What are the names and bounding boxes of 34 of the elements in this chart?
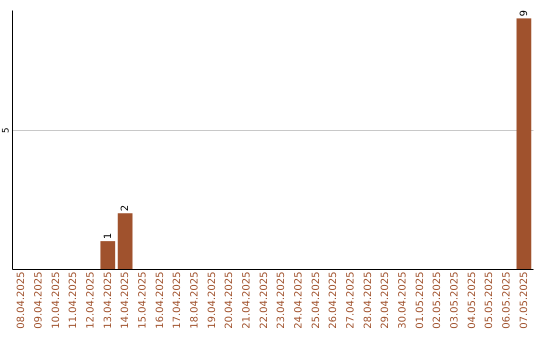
x-tick-label: 27.04.2025: [346, 272, 357, 329]
data-label: 1: [102, 232, 114, 240]
x-tick-label: 19.04.2025: [206, 272, 218, 329]
x-tick-label: 20.04.2025: [224, 272, 236, 329]
x-tick-label: 12.04.2025: [85, 272, 96, 329]
x-tick-label: 09.04.2025: [33, 272, 44, 329]
x-tick-label: 13.04.2025: [102, 272, 114, 329]
x-tick-label: 03.05.2025: [450, 272, 461, 329]
x-tick-label: 10.04.2025: [50, 272, 62, 329]
x-tick-label: 17.04.2025: [172, 272, 184, 329]
x-tick-label: 22.04.2025: [258, 272, 270, 329]
x-tick-label: 07.05.2025: [518, 272, 530, 329]
x-tick-label: 30.04.2025: [398, 272, 409, 329]
x-tick-label: 11.04.2025: [68, 272, 80, 329]
x-tick-label: 14.04.2025: [120, 272, 132, 329]
x-tick-label: 21.04.2025: [241, 272, 252, 329]
x-tick-label: 23.04.2025: [276, 272, 288, 329]
x-tick-label: 05.05.2025: [484, 272, 496, 329]
x-tick-label: 04.05.2025: [466, 272, 478, 329]
x-tick-label: 15.04.2025: [137, 272, 148, 329]
y-tick-label: 5: [2, 127, 12, 134]
x-tick-label: 08.04.2025: [16, 272, 28, 329]
x-tick-label: 18.04.2025: [189, 272, 200, 329]
x-tick-label: 24.04.2025: [294, 272, 305, 329]
x-tick-label: 01.05.2025: [414, 272, 426, 329]
data-label: 2: [120, 204, 132, 212]
data-label: 9: [518, 10, 530, 16]
x-tick-label: 28.04.2025: [362, 272, 374, 329]
x-tick-label: 29.04.2025: [380, 272, 392, 329]
x-tick-label: 26.04.2025: [328, 272, 340, 329]
x-tick-label: 25.04.2025: [310, 272, 322, 329]
x-tick-label: 16.04.2025: [154, 272, 166, 329]
x-tick-label: 06.05.2025: [502, 272, 513, 329]
x-tick-label: 02.05.2025: [432, 272, 444, 329]
